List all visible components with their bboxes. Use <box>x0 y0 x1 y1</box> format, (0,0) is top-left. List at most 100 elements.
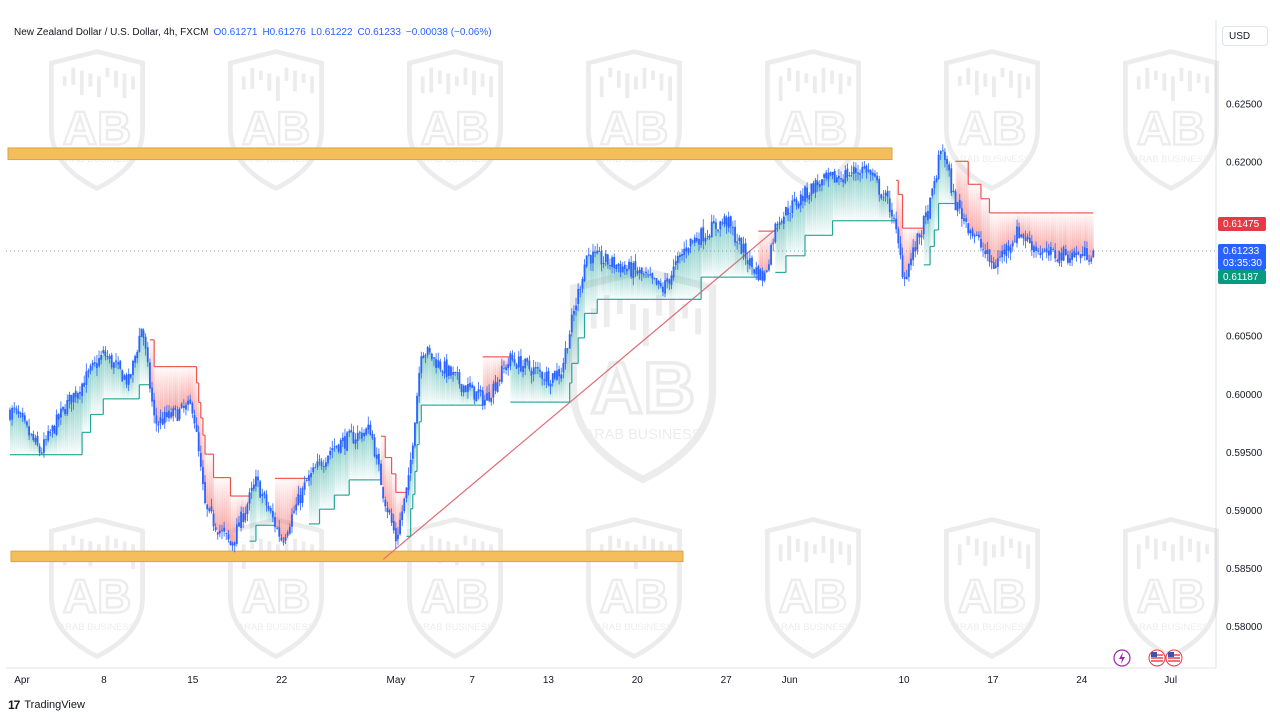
candle-body <box>994 265 997 268</box>
supertrend-fill-up <box>603 262 607 300</box>
candle-body <box>244 513 247 521</box>
supertrend-fill-up <box>527 361 530 403</box>
supertrend-fill-down <box>402 492 405 512</box>
candle-body <box>252 484 255 489</box>
watermark-candle <box>293 70 297 92</box>
watermark-brand: AB <box>958 103 1027 156</box>
watermark-candle <box>310 76 314 94</box>
supertrend-fill-up <box>836 177 840 221</box>
watermark-candle <box>821 67 826 93</box>
candle-body <box>142 330 145 339</box>
supertrend-fill-up <box>79 393 83 455</box>
supertrend-fill-up <box>537 368 541 403</box>
supertrend-fill-up <box>514 363 517 403</box>
supertrend-fill-down <box>298 478 301 494</box>
time-axis[interactable]: Apr 8 15 22 May 7 13 20 27 Jun 10 17 24 Jul <box>14 675 1177 686</box>
candle-body <box>954 191 957 211</box>
candle-body <box>1045 248 1048 253</box>
watermark-candle <box>310 544 314 554</box>
candle-body <box>1092 250 1095 257</box>
supertrend-fill-down <box>243 496 246 522</box>
supertrend-fill-down <box>1091 212 1094 259</box>
supertrend-fill-up <box>12 407 15 455</box>
supertrend-fill-down <box>896 180 899 230</box>
candle-body <box>218 530 221 534</box>
support-zone <box>10 550 684 563</box>
candle-body <box>348 431 351 433</box>
supertrend-fill-up <box>542 378 545 403</box>
candle-body <box>265 494 268 506</box>
candle-body <box>604 253 607 262</box>
supertrend-fill-up <box>319 460 322 510</box>
supertrend-fill-down <box>976 184 980 236</box>
candle-body <box>68 394 71 402</box>
supertrend-fill-up <box>109 356 113 399</box>
candle-body <box>990 261 993 263</box>
supertrend-fill-up <box>819 186 823 236</box>
watermark-candle <box>642 535 647 550</box>
candle-body <box>458 371 461 385</box>
candle-body <box>295 504 298 511</box>
candle-body <box>399 519 401 535</box>
candle-body <box>884 192 887 196</box>
supertrend-fill-up <box>14 407 17 455</box>
supertrend-fill-up <box>376 454 380 480</box>
supertrend-fill-up <box>561 374 564 403</box>
supertrend-fill-up <box>308 475 312 524</box>
supertrend-fill-down <box>1046 212 1050 249</box>
candle-body <box>1005 244 1008 257</box>
candle-body <box>380 463 382 486</box>
watermark-candle <box>131 76 135 90</box>
supertrend-fill-up <box>353 443 356 480</box>
supertrend-fill-up <box>520 371 524 403</box>
supertrend-fill-up <box>593 251 596 314</box>
candle-body <box>708 235 711 238</box>
supertrend-fill-down <box>499 356 503 380</box>
supertrend-fill-up <box>330 450 333 510</box>
supertrend-fill-down <box>915 228 918 252</box>
watermark-candle <box>1145 67 1150 89</box>
supertrend-fill-up <box>111 367 115 399</box>
candle-body <box>850 172 853 174</box>
watermark-candle <box>420 76 425 94</box>
supertrend-fill-up <box>448 365 452 406</box>
candle-body <box>653 277 656 279</box>
supertrend-fill-up <box>311 473 314 524</box>
supertrend-fill-up <box>313 467 316 524</box>
supertrend-fill-up <box>461 391 464 406</box>
supertrend-fill-up <box>86 371 89 433</box>
supertrend-fill-up <box>344 448 348 496</box>
candle-body <box>765 270 768 272</box>
supertrend-fill-up <box>805 186 808 236</box>
candle-body <box>534 367 537 369</box>
supertrend-fill-down <box>162 366 166 425</box>
watermark-candle <box>957 76 962 86</box>
candle-body <box>193 414 196 424</box>
tradingview-footer[interactable]: 17 TradingView <box>8 698 85 712</box>
supertrend-fill-up <box>132 360 136 399</box>
supertrend-fill-down <box>1067 212 1071 263</box>
watermark-candle <box>276 76 280 101</box>
supertrend-fill-up <box>607 264 611 300</box>
candle-body <box>257 476 259 481</box>
supertrend-fill-up <box>747 264 751 278</box>
supertrend-fill-up <box>359 432 363 480</box>
watermark-candle <box>284 535 289 561</box>
currency-button[interactable]: USD <box>1222 26 1268 46</box>
watermark-candle <box>1179 535 1184 561</box>
supertrend-fill-down <box>1074 212 1077 258</box>
supertrend-fill-up <box>421 356 424 406</box>
symbol-legend: New Zealand Dollar / U.S. Dollar, 4h, FX… <box>14 27 492 38</box>
candle-body <box>668 279 671 284</box>
candle-body <box>1056 259 1059 262</box>
candle-body <box>15 408 18 410</box>
supertrend-fill-down <box>222 477 225 530</box>
candle-body <box>916 233 919 250</box>
supertrend-fill-down <box>1086 212 1090 260</box>
supertrend-fill-up <box>124 375 127 399</box>
candle-body <box>486 393 488 401</box>
candle-body <box>973 235 976 237</box>
price-axis[interactable]: 0.62500 0.62000 0.60500 0.60000 0.59500 0.590… <box>1226 99 1263 633</box>
candle-body <box>685 247 688 252</box>
candle-body <box>657 280 660 285</box>
